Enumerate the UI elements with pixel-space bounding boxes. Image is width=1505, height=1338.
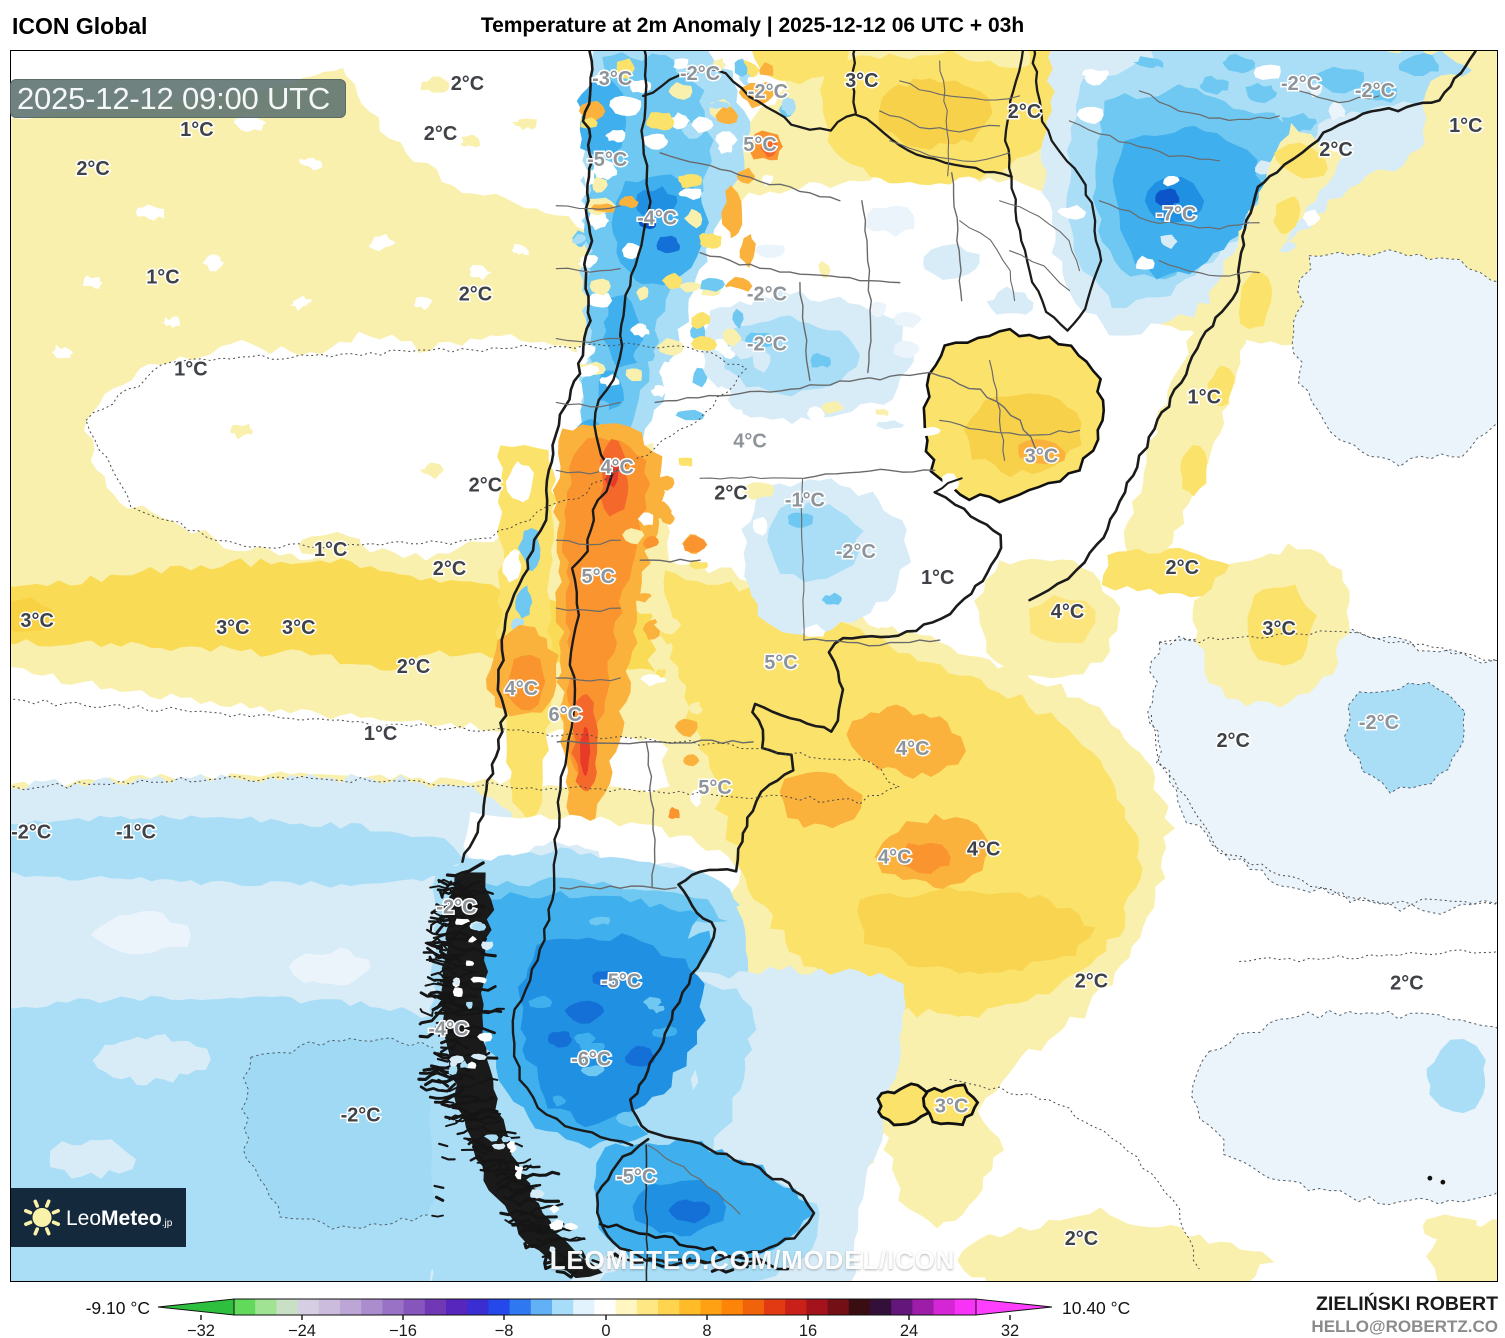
svg-text:-5°C: -5°C xyxy=(616,1166,656,1188)
svg-text:-2°C: -2°C xyxy=(11,822,51,844)
svg-text:4°C: 4°C xyxy=(896,738,930,760)
svg-text:1°C: 1°C xyxy=(180,119,214,141)
svg-text:-7°C: -7°C xyxy=(1156,204,1196,226)
svg-text:3°C: 3°C xyxy=(282,617,316,639)
svg-text:-2°C: -2°C xyxy=(1355,80,1395,102)
svg-text:5°C: 5°C xyxy=(764,652,798,674)
svg-text:8: 8 xyxy=(702,1322,711,1338)
svg-text:-2°C: -2°C xyxy=(436,897,476,919)
svg-text:2°C: 2°C xyxy=(459,284,493,306)
svg-text:3°C: 3°C xyxy=(1262,618,1296,640)
svg-text:-2°C: -2°C xyxy=(680,63,720,85)
svg-text:-5°C: -5°C xyxy=(601,970,641,992)
svg-text:1°C: 1°C xyxy=(174,358,208,380)
svg-text:2°C: 2°C xyxy=(714,482,748,504)
svg-text:−24: −24 xyxy=(288,1322,316,1338)
svg-text:-4°C: -4°C xyxy=(428,1018,468,1040)
svg-text:2°C: 2°C xyxy=(1075,970,1109,992)
svg-text:4°C: 4°C xyxy=(1051,601,1085,623)
svg-text:32: 32 xyxy=(1001,1322,1019,1338)
svg-text:2°C: 2°C xyxy=(1319,139,1353,161)
svg-text:2°C: 2°C xyxy=(397,656,431,678)
svg-text:2°C: 2°C xyxy=(1166,557,1200,579)
svg-text:2°C: 2°C xyxy=(451,73,485,95)
svg-text:-2°C: -2°C xyxy=(1359,712,1399,734)
svg-text:-9.10 °C: -9.10 °C xyxy=(86,1298,150,1318)
svg-text:0: 0 xyxy=(601,1322,610,1338)
svg-text:−32: −32 xyxy=(187,1322,215,1338)
svg-text:4°C: 4°C xyxy=(600,456,634,478)
svg-text:1°C: 1°C xyxy=(921,567,955,589)
svg-text:4°C: 4°C xyxy=(967,839,1000,861)
svg-text:-4°C: -4°C xyxy=(637,208,677,230)
svg-text:-5°C: -5°C xyxy=(587,149,627,171)
svg-text:4°C: 4°C xyxy=(878,847,912,869)
svg-text:-6°C: -6°C xyxy=(571,1048,611,1070)
svg-text:6°C: 6°C xyxy=(549,704,583,726)
svg-text:2°C: 2°C xyxy=(76,158,110,180)
svg-text:-2°C: -2°C xyxy=(747,334,787,356)
svg-text:LeoMeteo.jp: LeoMeteo.jp xyxy=(66,1207,173,1230)
svg-text:-2°C: -2°C xyxy=(747,284,787,306)
svg-text:-2°C: -2°C xyxy=(748,81,788,103)
svg-text:3°C: 3°C xyxy=(845,70,878,92)
svg-text:5°C: 5°C xyxy=(743,134,776,156)
svg-text:4°C: 4°C xyxy=(505,678,538,700)
svg-text:5°C: 5°C xyxy=(582,566,616,588)
svg-text:1°C: 1°C xyxy=(1449,115,1483,137)
svg-text:2°C: 2°C xyxy=(1008,101,1042,123)
svg-text:2°C: 2°C xyxy=(1065,1228,1099,1250)
svg-text:-1°C: -1°C xyxy=(785,489,825,511)
svg-text:3°C: 3°C xyxy=(935,1095,968,1117)
svg-text:-1°C: -1°C xyxy=(116,822,156,844)
svg-text:1°C: 1°C xyxy=(1188,386,1222,408)
svg-text:2°C: 2°C xyxy=(433,558,467,580)
svg-text:1°C: 1°C xyxy=(364,723,398,745)
svg-text:10.40 °C: 10.40 °C xyxy=(1062,1298,1130,1318)
svg-text:5°C: 5°C xyxy=(698,777,731,799)
svg-text:24: 24 xyxy=(900,1322,918,1338)
svg-text:2°C: 2°C xyxy=(469,474,503,496)
svg-text:1°C: 1°C xyxy=(314,539,348,561)
svg-text:-3°C: -3°C xyxy=(592,68,632,90)
svg-text:3°C: 3°C xyxy=(20,610,54,632)
svg-text:3°C: 3°C xyxy=(216,617,250,639)
svg-text:3°C: 3°C xyxy=(1025,445,1059,467)
svg-text:16: 16 xyxy=(799,1322,817,1338)
svg-text:-2°C: -2°C xyxy=(836,541,876,563)
svg-text:2°C: 2°C xyxy=(424,123,458,145)
svg-text:−8: −8 xyxy=(495,1322,514,1338)
svg-text:−16: −16 xyxy=(389,1322,417,1338)
svg-text:-2°C: -2°C xyxy=(341,1104,381,1126)
svg-text:1°C: 1°C xyxy=(146,267,180,289)
svg-text:4°C: 4°C xyxy=(733,430,766,452)
svg-text:-2°C: -2°C xyxy=(1281,73,1321,95)
svg-text:2°C: 2°C xyxy=(1390,972,1424,994)
svg-text:2°C: 2°C xyxy=(1216,730,1250,752)
